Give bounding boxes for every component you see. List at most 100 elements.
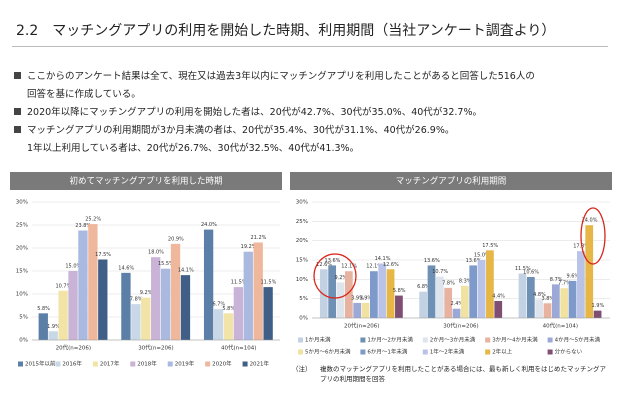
title-rule bbox=[12, 46, 608, 47]
value-label: 9.2% bbox=[140, 290, 153, 296]
legend-label: 2か月～3か月未満 bbox=[430, 336, 476, 344]
bar bbox=[121, 272, 131, 340]
value-label: 11.5% bbox=[260, 280, 276, 286]
y-tick-label: 25% bbox=[16, 223, 28, 229]
bar bbox=[131, 304, 141, 340]
x-tick-label: 20代(n=206) bbox=[56, 344, 91, 352]
bar bbox=[88, 224, 98, 340]
value-label: 10.7% bbox=[55, 283, 71, 289]
legend-swatch bbox=[55, 361, 61, 367]
value-label: 5.8% bbox=[222, 306, 235, 312]
bullet-line: 2020年以降にマッチングアプリの利用を開始した者は、20代が42.7%、30代… bbox=[14, 104, 614, 122]
legend-swatch bbox=[547, 337, 553, 343]
y-tick-label: 0% bbox=[19, 338, 28, 344]
value-label: 24.0% bbox=[582, 218, 598, 224]
value-label: 14.6% bbox=[118, 265, 134, 271]
highlight-circle bbox=[313, 253, 357, 299]
value-label: 4.8% bbox=[533, 292, 546, 298]
value-label: 5.8% bbox=[37, 306, 50, 312]
value-label: 21.2% bbox=[251, 235, 267, 241]
y-tick-label: 30% bbox=[16, 200, 28, 206]
value-label: 12.1% bbox=[366, 264, 382, 270]
legend-swatch bbox=[422, 337, 428, 343]
legend-label: 2015年以前 bbox=[25, 360, 56, 368]
bar bbox=[452, 308, 461, 318]
bar bbox=[469, 265, 478, 318]
bar bbox=[486, 250, 494, 318]
legend-label: 2017年 bbox=[100, 360, 120, 368]
legend-label: 2021年 bbox=[250, 360, 270, 368]
chart-title: マッチングアプリの利用期間 bbox=[396, 176, 507, 187]
y-tick-label: 0% bbox=[299, 316, 308, 322]
bar bbox=[263, 287, 273, 340]
value-label: 19.2% bbox=[241, 244, 257, 250]
legend-swatch bbox=[130, 361, 136, 367]
value-label: 4.4% bbox=[492, 293, 505, 299]
bullet-text: 1年以上利用している者は、20代が26.7%、30代が32.5%、40代が41.… bbox=[27, 143, 360, 154]
bullet-list: ここからのアンケート結果は全て、現在又は過去3年以内にマッチングアプリを利用した… bbox=[14, 68, 614, 158]
bar bbox=[58, 290, 68, 340]
value-label: 7.7% bbox=[558, 281, 571, 287]
bar bbox=[494, 300, 503, 318]
legend-label: 2016年 bbox=[62, 360, 82, 368]
bar bbox=[477, 260, 486, 318]
bar bbox=[344, 271, 353, 318]
value-label: 13.6% bbox=[466, 258, 482, 264]
legend-label: 4か月～5か月未満 bbox=[555, 336, 601, 344]
bar bbox=[560, 288, 569, 318]
bar bbox=[328, 265, 337, 318]
bar bbox=[427, 265, 436, 318]
bar bbox=[319, 269, 328, 318]
y-tick-label: 20% bbox=[296, 238, 308, 244]
bar bbox=[370, 271, 378, 318]
bar bbox=[543, 303, 552, 318]
bullet-line: 1年以上利用している者は、20代が26.7%、30代が32.5%、40代が41.… bbox=[14, 140, 614, 158]
value-label: 24.0% bbox=[201, 222, 217, 228]
bar bbox=[526, 277, 535, 318]
bar bbox=[518, 273, 527, 318]
bar bbox=[535, 299, 544, 318]
bullet-marker bbox=[14, 108, 21, 115]
legend-swatch bbox=[298, 337, 303, 343]
legend-label: 2020年 bbox=[212, 360, 232, 368]
legend-label: 6か月～1年未満 bbox=[367, 348, 407, 356]
bar bbox=[435, 276, 444, 318]
value-label: 3.9% bbox=[359, 295, 372, 301]
bar bbox=[568, 280, 577, 318]
legend-label: 2018年 bbox=[137, 360, 157, 368]
bar bbox=[48, 331, 58, 340]
bar bbox=[223, 313, 234, 340]
bar bbox=[386, 269, 395, 318]
legend-label: 分からない bbox=[555, 348, 583, 356]
bar bbox=[160, 268, 171, 340]
note-marker: （注） bbox=[292, 365, 312, 373]
bar bbox=[444, 287, 453, 318]
bullet-line: ここからのアンケート結果は全て、現在又は過去3年以内にマッチングアプリを利用した… bbox=[14, 68, 614, 86]
value-label: 1.9% bbox=[592, 303, 605, 309]
legend-swatch bbox=[205, 361, 211, 367]
value-label: 9.2% bbox=[334, 275, 347, 281]
bar bbox=[593, 310, 602, 318]
value-label: 3.8% bbox=[541, 296, 554, 302]
value-label: 8.3% bbox=[459, 278, 472, 284]
chart-header bbox=[290, 172, 612, 190]
legend-label: 1年～2年未満 bbox=[430, 348, 465, 356]
value-label: 9.6% bbox=[566, 273, 579, 279]
legend-swatch bbox=[422, 349, 428, 355]
bar bbox=[38, 313, 48, 340]
bar bbox=[233, 287, 244, 340]
bar bbox=[243, 251, 253, 340]
bar bbox=[378, 263, 387, 318]
bar bbox=[141, 297, 151, 340]
y-tick-label: 20% bbox=[16, 246, 28, 252]
bullet-text: 回答を基に作成している。 bbox=[27, 89, 141, 100]
bar bbox=[336, 282, 345, 318]
value-label: 10.6% bbox=[523, 270, 539, 276]
bar bbox=[395, 295, 403, 318]
bullet-marker bbox=[14, 72, 21, 79]
bar bbox=[78, 230, 88, 340]
legend-label: 1か月～2か月未満 bbox=[367, 336, 413, 344]
bullet-text: マッチングアプリの利用期間が3か月未満の者は、20代が35.4%、30代が31.… bbox=[27, 125, 455, 136]
